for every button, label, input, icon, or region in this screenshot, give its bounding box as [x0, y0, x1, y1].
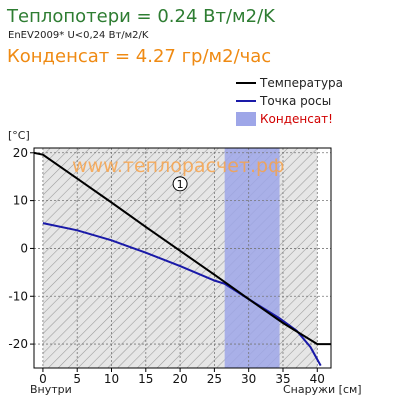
legend-item-condensate: Конденсат!	[236, 110, 343, 128]
y-tick-label: 0	[20, 241, 28, 255]
legend-item-temperature: Температура	[236, 74, 343, 92]
condensate-zone	[224, 148, 280, 368]
x-tick-label: 40	[310, 372, 325, 386]
condensate-swatch	[236, 112, 256, 126]
y-tick-label: -20	[8, 337, 28, 351]
plot-frame	[33, 147, 332, 369]
legend-label-condensate: Конденсат!	[260, 112, 333, 126]
condensate-rate: Конденсат = 4.27 гр/м2/час	[7, 46, 272, 67]
y-tick-label: 20	[13, 146, 28, 160]
legend-label-dew-point: Точка росы	[260, 94, 332, 108]
x-tick-label: 10	[104, 372, 119, 386]
x-tick-label: 25	[207, 372, 222, 386]
temperature-line	[34, 151, 331, 346]
x-tick-label: 15	[138, 372, 153, 386]
legend-label-temperature: Температура	[260, 76, 344, 90]
y-axis-label: [°C]	[8, 129, 30, 142]
x-axis-label-inside: Внутри	[30, 383, 72, 396]
y-tick-label: 10	[13, 194, 28, 208]
grid	[34, 148, 331, 368]
x-tick-label: 20	[172, 372, 187, 386]
x-axis: 0 5 10 15 20 25 30 35 40	[39, 368, 325, 386]
layer-marker: 1	[172, 176, 188, 192]
x-tick-label: 35	[275, 372, 290, 386]
layer-number: 1	[177, 178, 184, 191]
x-tick-label: 30	[241, 372, 256, 386]
y-axis: 20 10 0 -10 -20	[8, 146, 34, 351]
legend: Температура Точка росы Конденсат!	[236, 74, 343, 128]
x-axis-label-outside: Снаружи [см]	[283, 383, 362, 396]
layer-number-circle	[172, 176, 188, 192]
x-tick-label: 0	[39, 372, 47, 386]
temperature-swatch	[236, 82, 256, 84]
chart-subtitle: EnEV2009* U<0,24 Вт/м2/K	[8, 30, 149, 41]
x-tick-label: 5	[73, 372, 81, 386]
y-tick-label: -10	[8, 289, 28, 303]
dew-point-swatch	[236, 100, 256, 102]
chart-title: Теплопотери = 0.24 Вт/м2/K	[7, 6, 275, 27]
legend-item-dew-point: Точка росы	[236, 92, 343, 110]
watermark-text: www.теплорасчет.рф	[72, 155, 284, 177]
